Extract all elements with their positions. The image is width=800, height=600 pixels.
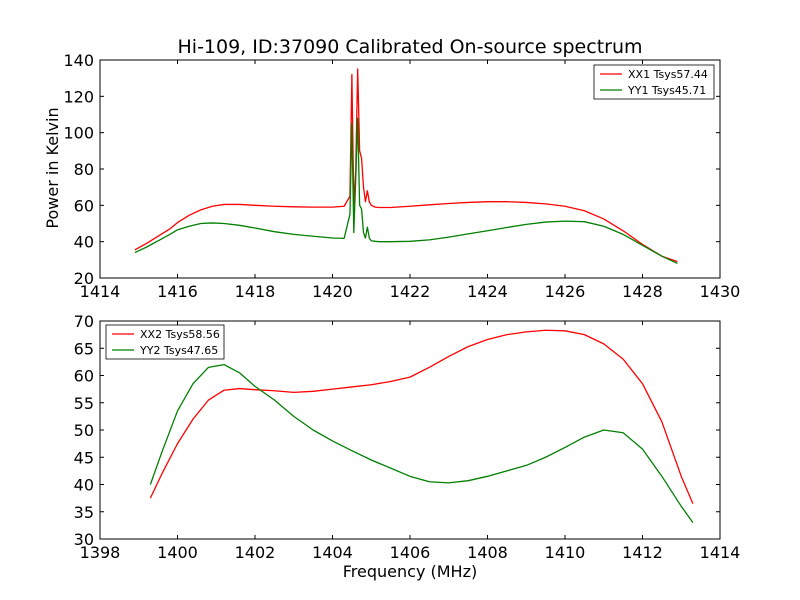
y-axis-label: Power in Kelvin bbox=[43, 107, 62, 228]
x-tick-label: 1408 bbox=[467, 543, 508, 562]
y-tick-label: 35 bbox=[74, 503, 94, 522]
legend-box bbox=[105, 324, 225, 360]
y-tick-label: 20 bbox=[74, 269, 94, 288]
x-tick-label: 1412 bbox=[622, 543, 663, 562]
y-tick-label: 140 bbox=[63, 51, 94, 70]
x-tick-label: 1418 bbox=[235, 282, 276, 301]
y-tick-label: 65 bbox=[74, 339, 94, 358]
legend-box bbox=[593, 64, 715, 100]
x-tick-label: 1424 bbox=[467, 282, 508, 301]
legend-label: YY2 Tsys47.65 bbox=[139, 344, 218, 357]
y-tick-label: 50 bbox=[74, 421, 94, 440]
y-tick-label: 45 bbox=[74, 448, 94, 467]
x-tick-label: 1414 bbox=[700, 543, 741, 562]
x-tick-label: 1406 bbox=[390, 543, 431, 562]
bottom-plot: 1398 1400 1402 1404 1406 1408 1410 1412 1414 30 35… bbox=[74, 312, 741, 562]
y-tick-label: 120 bbox=[63, 87, 94, 106]
chart-title: Hi-109, ID:37090 Calibrated On-source sp… bbox=[178, 36, 643, 58]
x-tick-label: 1400 bbox=[157, 543, 198, 562]
x-tick-label: 1420 bbox=[312, 282, 353, 301]
legend: XX2 Tsys58.56 YY2 Tsys47.65 bbox=[105, 324, 225, 360]
x-tick-label: 1422 bbox=[390, 282, 431, 301]
y-tick-label: 40 bbox=[74, 233, 94, 252]
x-axis-label: Frequency (MHz) bbox=[343, 562, 477, 581]
y-tick-label: 30 bbox=[74, 530, 94, 549]
legend-label: XX2 Tsys58.56 bbox=[140, 328, 220, 341]
x-tick-label: 1404 bbox=[312, 543, 353, 562]
y-tick-label: 55 bbox=[74, 394, 94, 413]
legend-label: YY1 Tsys45.71 bbox=[627, 84, 706, 97]
legend-label: XX1 Tsys57.44 bbox=[628, 68, 708, 81]
y-tick-label: 40 bbox=[74, 476, 94, 495]
series-line-2 bbox=[134, 117, 678, 265]
x-tick-label: 1428 bbox=[622, 282, 663, 301]
top-plot: 1414 1416 1418 1420 1422 1424 1426 1428 1430 20 40… bbox=[63, 51, 740, 301]
legend: XX1 Tsys57.44 YY1 Tsys45.71 bbox=[593, 64, 715, 100]
y-tick-label: 60 bbox=[74, 196, 94, 215]
x-tick-label: 1416 bbox=[157, 282, 198, 301]
y-tick-label: 80 bbox=[74, 160, 94, 179]
series-line-1 bbox=[134, 68, 678, 263]
y-tick-label: 100 bbox=[63, 124, 94, 143]
x-tick-label: 1430 bbox=[700, 282, 741, 301]
x-tick-label: 1426 bbox=[545, 282, 586, 301]
x-tick-label: 1410 bbox=[545, 543, 586, 562]
y-tick-label: 60 bbox=[74, 367, 94, 386]
x-tick-label: 1402 bbox=[235, 543, 276, 562]
x-tick-label: 1398 bbox=[80, 543, 121, 562]
y-tick-label: 70 bbox=[74, 312, 94, 331]
series-line-1 bbox=[149, 329, 694, 504]
x-tick-label: 1414 bbox=[80, 282, 121, 301]
series-line-2 bbox=[149, 363, 694, 524]
